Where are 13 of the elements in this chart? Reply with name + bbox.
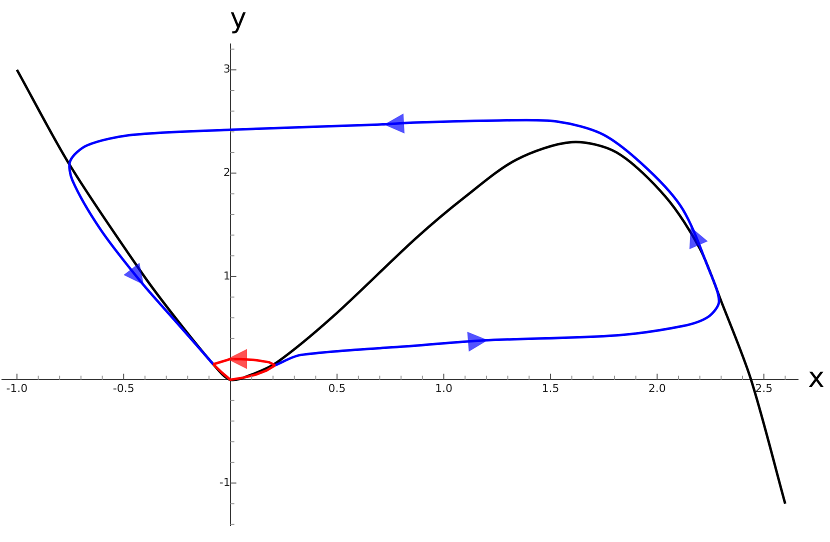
y-tick-label: 1: [223, 269, 230, 282]
y-axis-title: y: [230, 1, 247, 34]
x-axis-title: x: [808, 361, 825, 394]
y-tick-label: -1: [219, 476, 230, 489]
x-tick-label: -0.5: [112, 382, 134, 396]
x-tick-label: -1.0: [6, 382, 28, 396]
x-tick-label: 2.0: [648, 382, 666, 396]
x-tick-label: 2.5: [755, 382, 773, 396]
y-tick-label: 2: [223, 166, 230, 179]
y-tick-label: 3: [223, 62, 230, 76]
x-tick-label: 1.5: [542, 382, 560, 396]
x-tick-label: 1.0: [435, 382, 452, 396]
x-tick-label: 0.5: [328, 382, 346, 396]
